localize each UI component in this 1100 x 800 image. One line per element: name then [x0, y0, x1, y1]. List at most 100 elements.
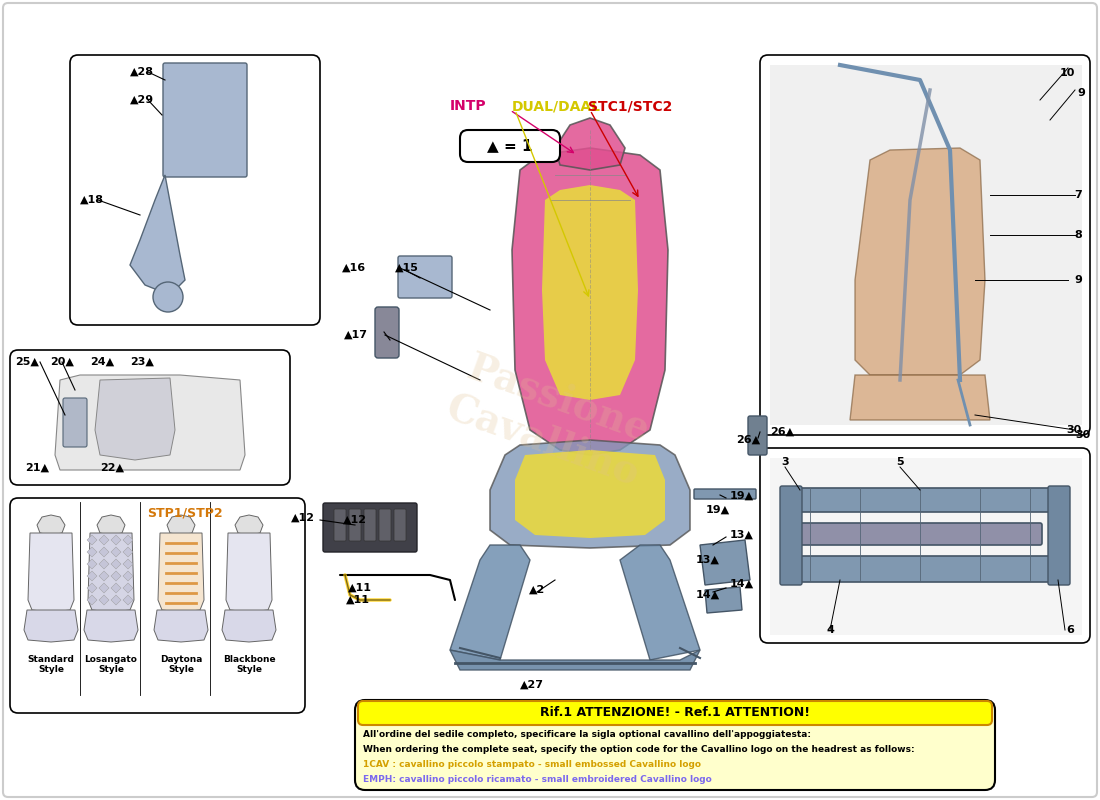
Text: ▲17: ▲17 — [344, 330, 369, 340]
Text: 25▲: 25▲ — [15, 357, 39, 367]
Text: EMPH: cavallino piccolo ricamato - small embroidered Cavallino logo: EMPH: cavallino piccolo ricamato - small… — [363, 775, 712, 784]
Text: 9: 9 — [1077, 88, 1085, 98]
Polygon shape — [99, 583, 109, 593]
Polygon shape — [87, 571, 97, 581]
Text: Passione
Cavallino: Passione Cavallino — [441, 346, 659, 494]
Text: ▲29: ▲29 — [130, 95, 154, 105]
Polygon shape — [87, 559, 97, 569]
Polygon shape — [512, 148, 668, 455]
Text: Losangato
Style: Losangato Style — [85, 655, 138, 674]
FancyBboxPatch shape — [323, 503, 417, 552]
Polygon shape — [167, 515, 195, 535]
Text: ▲27: ▲27 — [520, 680, 544, 690]
Text: 13▲: 13▲ — [730, 530, 754, 540]
FancyBboxPatch shape — [375, 307, 399, 358]
Text: INTP: INTP — [450, 99, 486, 113]
Polygon shape — [158, 533, 204, 612]
Polygon shape — [450, 545, 530, 660]
Text: ▲15: ▲15 — [395, 263, 419, 273]
Polygon shape — [111, 559, 121, 569]
Polygon shape — [24, 610, 78, 642]
Text: 3: 3 — [781, 457, 789, 467]
Polygon shape — [450, 650, 700, 670]
Polygon shape — [99, 535, 109, 545]
Polygon shape — [95, 378, 175, 460]
Polygon shape — [55, 375, 245, 470]
Polygon shape — [87, 547, 97, 557]
Polygon shape — [37, 515, 65, 535]
Polygon shape — [154, 610, 208, 642]
Polygon shape — [620, 545, 700, 660]
FancyBboxPatch shape — [783, 488, 1057, 512]
Polygon shape — [111, 583, 121, 593]
Text: 23▲: 23▲ — [130, 357, 154, 367]
Text: 30: 30 — [1067, 425, 1082, 435]
Polygon shape — [111, 535, 121, 545]
Polygon shape — [235, 515, 263, 535]
Polygon shape — [556, 118, 625, 170]
Text: DUAL/DAAL: DUAL/DAAL — [512, 99, 601, 113]
Polygon shape — [855, 148, 984, 375]
Text: 7: 7 — [1075, 190, 1082, 200]
Polygon shape — [111, 547, 121, 557]
Polygon shape — [123, 547, 133, 557]
Polygon shape — [123, 595, 133, 605]
Text: ▲12: ▲12 — [343, 515, 367, 525]
FancyBboxPatch shape — [798, 523, 1042, 545]
Polygon shape — [87, 535, 97, 545]
Polygon shape — [28, 533, 74, 612]
Polygon shape — [515, 450, 666, 538]
Text: 9: 9 — [1074, 275, 1082, 285]
Polygon shape — [99, 595, 109, 605]
Text: ▲28: ▲28 — [130, 67, 154, 77]
Text: STC1/STC2: STC1/STC2 — [588, 99, 672, 113]
FancyBboxPatch shape — [1048, 486, 1070, 585]
Polygon shape — [97, 515, 125, 535]
Text: ▲11: ▲11 — [348, 583, 372, 593]
Text: 13▲: 13▲ — [696, 555, 720, 565]
Polygon shape — [770, 458, 1082, 635]
Text: ▲16: ▲16 — [342, 263, 366, 273]
Text: 22▲: 22▲ — [100, 463, 124, 473]
Text: 21▲: 21▲ — [25, 463, 50, 473]
FancyBboxPatch shape — [349, 509, 361, 541]
Text: 19▲: 19▲ — [706, 505, 730, 515]
Polygon shape — [123, 583, 133, 593]
Text: 24▲: 24▲ — [90, 357, 114, 367]
Text: All'ordine del sedile completo, specificare la sigla optional cavallino dell'app: All'ordine del sedile completo, specific… — [363, 730, 811, 739]
Text: 26▲: 26▲ — [770, 427, 794, 437]
FancyBboxPatch shape — [358, 701, 992, 725]
Polygon shape — [222, 610, 276, 642]
Polygon shape — [87, 583, 97, 593]
FancyBboxPatch shape — [780, 486, 802, 585]
Polygon shape — [99, 571, 109, 581]
Text: ▲18: ▲18 — [80, 195, 104, 205]
FancyBboxPatch shape — [460, 130, 560, 162]
Polygon shape — [542, 185, 638, 400]
Text: ▲2: ▲2 — [529, 585, 546, 595]
FancyBboxPatch shape — [694, 489, 756, 499]
FancyBboxPatch shape — [783, 556, 1057, 582]
Polygon shape — [99, 547, 109, 557]
Polygon shape — [123, 535, 133, 545]
Polygon shape — [770, 65, 1082, 425]
FancyBboxPatch shape — [63, 398, 87, 447]
Text: ▲11: ▲11 — [346, 595, 370, 605]
Polygon shape — [490, 440, 690, 548]
Polygon shape — [111, 595, 121, 605]
Text: 20▲: 20▲ — [50, 357, 74, 367]
Polygon shape — [84, 610, 138, 642]
Text: 30: 30 — [1075, 430, 1090, 440]
Polygon shape — [850, 375, 990, 420]
Polygon shape — [705, 587, 742, 613]
Text: Standard
Style: Standard Style — [28, 655, 75, 674]
Polygon shape — [87, 595, 97, 605]
FancyBboxPatch shape — [355, 700, 996, 790]
Text: 8: 8 — [1075, 230, 1082, 240]
Polygon shape — [88, 533, 134, 612]
Text: 14▲: 14▲ — [696, 590, 720, 600]
Text: ▲ = 1: ▲ = 1 — [487, 138, 532, 154]
Text: Blackbone
Style: Blackbone Style — [222, 655, 275, 674]
Polygon shape — [123, 571, 133, 581]
Text: 19▲: 19▲ — [730, 491, 755, 501]
